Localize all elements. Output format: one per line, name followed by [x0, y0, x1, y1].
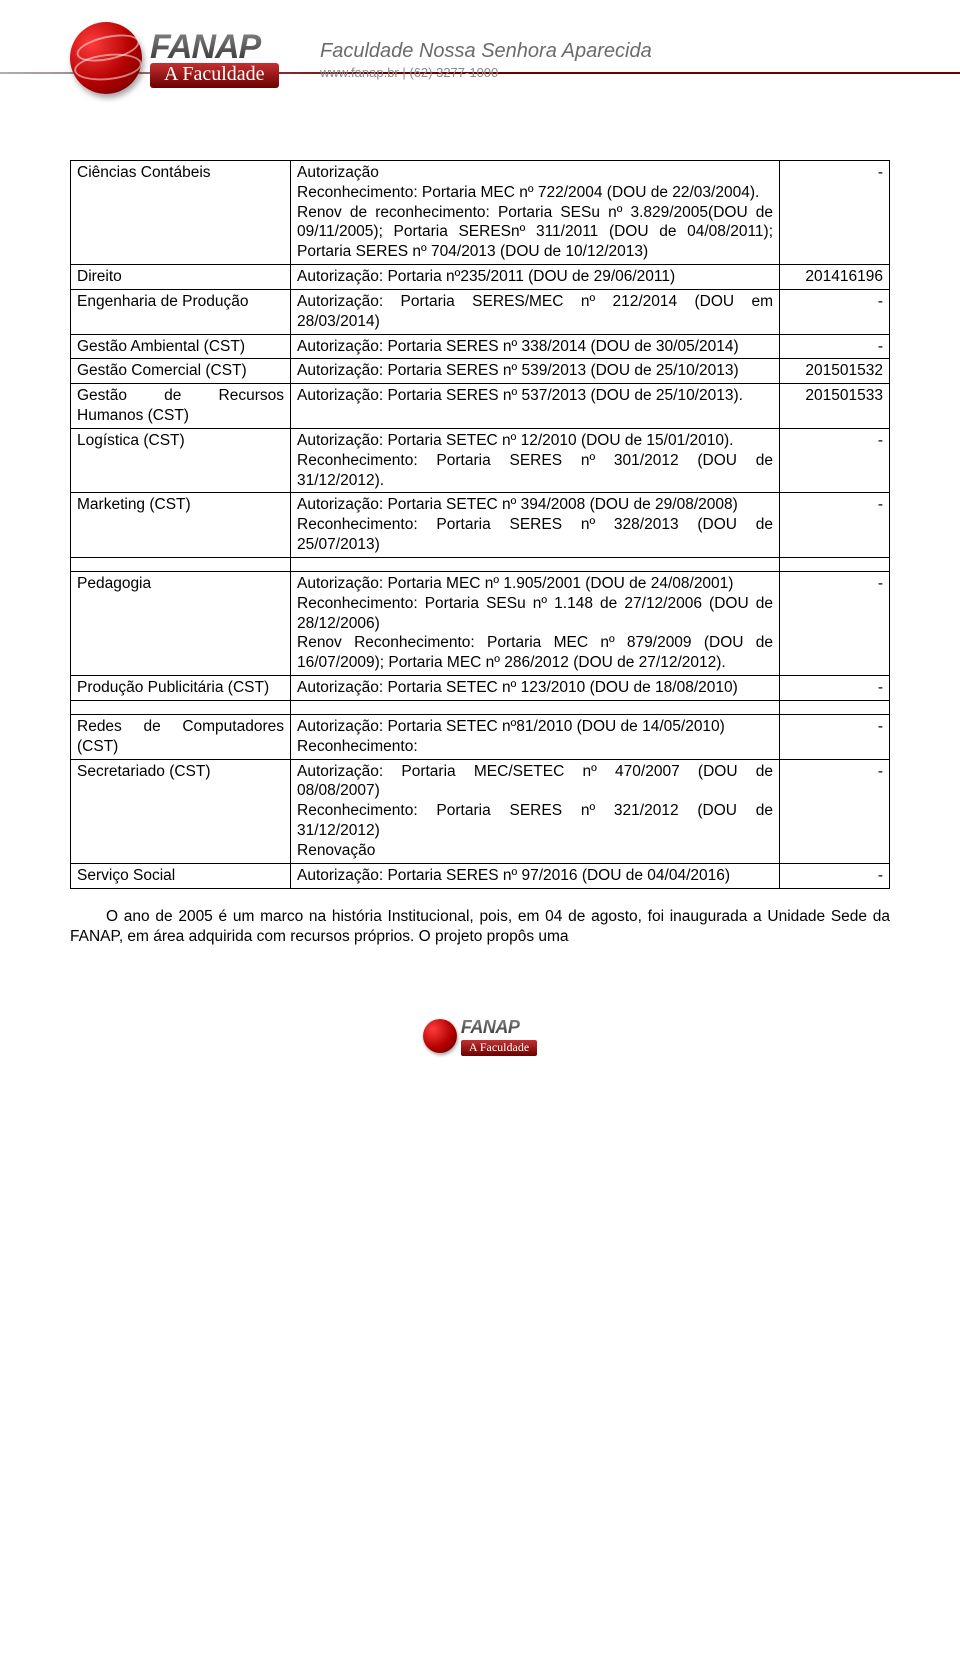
table-row: PedagogiaAutorização: Portaria MEC nº 1.…: [71, 571, 890, 675]
course-name-cell: Produção Publicitária (CST): [71, 676, 291, 701]
table-row: [71, 557, 890, 571]
spacer-cell: [71, 700, 291, 714]
spacer-cell: [780, 700, 890, 714]
course-code-cell: 201501532: [780, 359, 890, 384]
course-detail-cell: Autorização: Portaria SERES nº 338/2014 …: [291, 334, 780, 359]
course-code-cell: 201501533: [780, 384, 890, 429]
course-code-cell: -: [780, 289, 890, 334]
table-row: DireitoAutorização: Portaria nº235/2011 …: [71, 265, 890, 290]
course-name-cell: Engenharia de Produção: [71, 289, 291, 334]
course-code-cell: -: [780, 571, 890, 675]
table-row: Logística (CST)Autorização: Portaria SET…: [71, 428, 890, 492]
course-detail-cell: Autorização: Portaria SETEC nº 123/2010 …: [291, 676, 780, 701]
body-paragraph: O ano de 2005 é um marco na história Ins…: [70, 907, 890, 947]
course-detail-cell: Autorização: Portaria MEC nº 1.905/2001 …: [291, 571, 780, 675]
course-name-cell: Secretariado (CST): [71, 759, 291, 863]
footer-logo: FANAP A Faculdade: [423, 1017, 537, 1056]
table-row: Secretariado (CST)Autorização: Portaria …: [71, 759, 890, 863]
course-name-cell: Gestão Comercial (CST): [71, 359, 291, 384]
spacer-cell: [71, 557, 291, 571]
spacer-cell: [291, 557, 780, 571]
header-right: Faculdade Nossa Senhora Aparecida www.fa…: [320, 40, 652, 80]
footer-tagline: A Faculdade: [461, 1040, 537, 1056]
course-name-cell: Serviço Social: [71, 863, 291, 888]
table-row: Serviço SocialAutorização: Portaria SERE…: [71, 863, 890, 888]
table-row: Produção Publicitária (CST)Autorização: …: [71, 676, 890, 701]
course-name-cell: Gestão de Recursos Humanos (CST): [71, 384, 291, 429]
course-code-cell: -: [780, 428, 890, 492]
course-code-cell: -: [780, 863, 890, 888]
logo-block: FANAP A Faculdade: [70, 22, 279, 94]
course-code-cell: -: [780, 714, 890, 759]
table-row: Marketing (CST)Autorização: Portaria SET…: [71, 493, 890, 557]
institution-name: Faculdade Nossa Senhora Aparecida: [320, 40, 652, 63]
course-name-cell: Pedagogia: [71, 571, 291, 675]
course-detail-cell: Autorização: Portaria SERES nº 539/2013 …: [291, 359, 780, 384]
spacer-cell: [291, 700, 780, 714]
courses-table: Ciências ContábeisAutorização Reconhecim…: [70, 160, 890, 889]
logo-sphere-icon: [70, 22, 142, 94]
page-header: FANAP A Faculdade Faculdade Nossa Senhor…: [0, 0, 960, 130]
table-row: Engenharia de ProduçãoAutorização: Porta…: [71, 289, 890, 334]
course-code-cell: -: [780, 334, 890, 359]
course-name-cell: Gestão Ambiental (CST): [71, 334, 291, 359]
course-detail-cell: Autorização: Portaria SERES/MEC nº 212/2…: [291, 289, 780, 334]
course-code-cell: -: [780, 161, 890, 265]
table-row: Redes de Computadores (CST)Autorização: …: [71, 714, 890, 759]
course-code-cell: -: [780, 493, 890, 557]
table-row: Ciências ContábeisAutorização Reconhecim…: [71, 161, 890, 265]
course-detail-cell: Autorização: Portaria SERES nº 97/2016 (…: [291, 863, 780, 888]
course-name-cell: Direito: [71, 265, 291, 290]
course-detail-cell: Autorização: Portaria SETEC nº81/2010 (D…: [291, 714, 780, 759]
table-row: Gestão Ambiental (CST)Autorização: Porta…: [71, 334, 890, 359]
spacer-cell: [780, 557, 890, 571]
footer-sphere-icon: [423, 1019, 457, 1053]
course-name-cell: Logística (CST): [71, 428, 291, 492]
course-code-cell: 201416196: [780, 265, 890, 290]
course-code-cell: -: [780, 759, 890, 863]
course-detail-cell: Autorização: Portaria SETEC nº 394/2008 …: [291, 493, 780, 557]
course-detail-cell: Autorização: Portaria SERES nº 537/2013 …: [291, 384, 780, 429]
course-name-cell: Ciências Contábeis: [71, 161, 291, 265]
course-code-cell: -: [780, 676, 890, 701]
table-row: Gestão Comercial (CST)Autorização: Porta…: [71, 359, 890, 384]
course-detail-cell: Autorização: Portaria SETEC nº 12/2010 (…: [291, 428, 780, 492]
course-detail-cell: Autorização: Portaria MEC/SETEC nº 470/2…: [291, 759, 780, 863]
course-name-cell: Redes de Computadores (CST): [71, 714, 291, 759]
footer-brand: FANAP: [461, 1017, 537, 1038]
course-name-cell: Marketing (CST): [71, 493, 291, 557]
course-detail-cell: Autorização Reconhecimento: Portaria MEC…: [291, 161, 780, 265]
table-row: Gestão de Recursos Humanos (CST)Autoriza…: [71, 384, 890, 429]
table-row: [71, 700, 890, 714]
page-footer: FANAP A Faculdade: [70, 1017, 890, 1056]
logo-brand: FANAP: [150, 28, 279, 67]
course-detail-cell: Autorização: Portaria nº235/2011 (DOU de…: [291, 265, 780, 290]
logo-tagline: A Faculdade: [150, 63, 279, 88]
contact-line: www.fanap.br | (62) 3277-1000: [320, 65, 652, 80]
